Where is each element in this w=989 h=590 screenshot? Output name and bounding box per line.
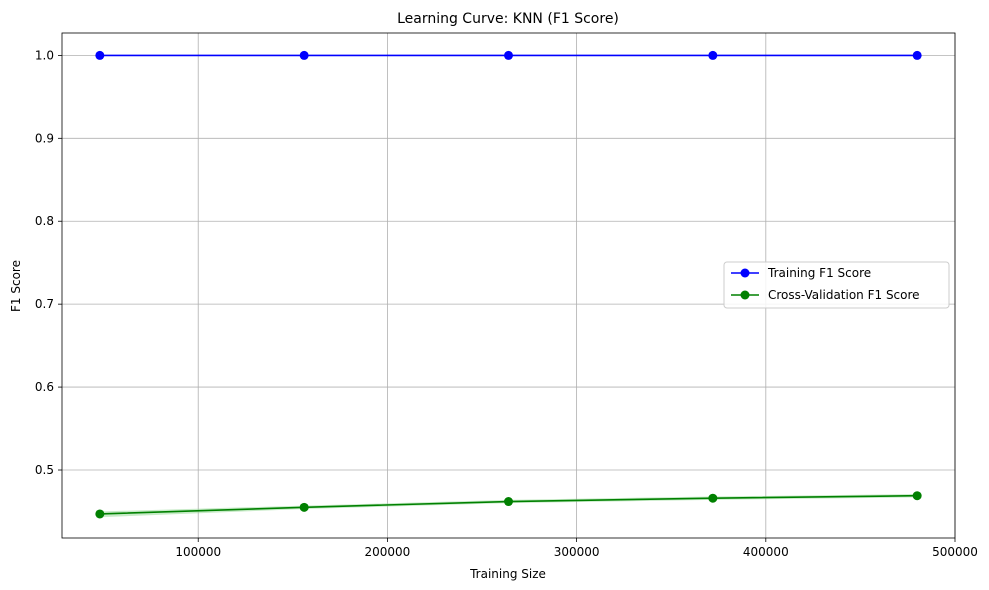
- series-point: [95, 509, 105, 519]
- y-tick-label: 1.0: [35, 48, 54, 62]
- series-lines: [95, 50, 922, 519]
- legend-label: Cross-Validation F1 Score: [768, 288, 920, 302]
- x-tick-label: 500000: [932, 545, 978, 559]
- legend-label: Training F1 Score: [767, 266, 871, 280]
- legend-marker: [740, 290, 750, 300]
- x-tick-label: 100000: [175, 545, 221, 559]
- legend: Training F1 Score Cross-Validation F1 Sco…: [723, 261, 950, 309]
- x-axis-label: Training Size: [469, 567, 546, 581]
- series-point: [504, 50, 513, 60]
- y-tick-label: 0.7: [35, 297, 54, 311]
- legend-marker: [740, 268, 750, 278]
- x-tick-label: 200000: [365, 545, 411, 559]
- series-point: [299, 502, 309, 512]
- x-tick-label: 400000: [743, 545, 789, 559]
- series-point: [708, 50, 718, 60]
- y-tick-label: 0.9: [35, 131, 54, 145]
- series-point: [504, 497, 513, 507]
- y-tick-label: 0.5: [35, 463, 54, 477]
- legend-box: [723, 261, 950, 309]
- series-point: [95, 50, 105, 60]
- series-point: [299, 50, 309, 60]
- series-point: [912, 491, 922, 501]
- y-tick-label: 0.6: [35, 380, 54, 394]
- chart-title: Learning Curve: KNN (F1 Score): [397, 11, 619, 27]
- axes: 100000 200000 300000 400000 500000 0.5 0.6 0.7 0…: [35, 32, 978, 559]
- series-point: [708, 493, 718, 503]
- series-point: [912, 50, 922, 60]
- plot-frame: [61, 32, 956, 539]
- y-axis-label: F1 Score: [9, 260, 23, 312]
- x-tick-label: 300000: [554, 545, 600, 559]
- y-tick-label: 0.8: [35, 214, 54, 228]
